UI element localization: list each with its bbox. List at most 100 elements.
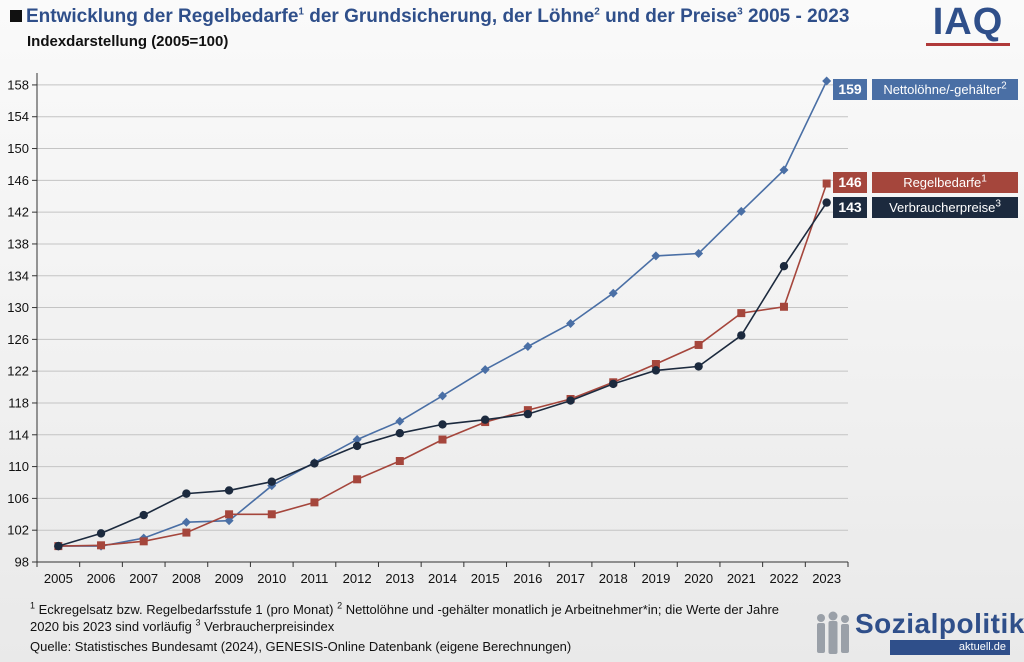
x-tick-label: 2015 bbox=[471, 571, 500, 586]
x-tick-label: 2014 bbox=[428, 571, 457, 586]
y-tick-label: 98 bbox=[15, 555, 29, 570]
data-point bbox=[480, 415, 490, 424]
y-tick-label: 118 bbox=[8, 395, 29, 410]
data-point bbox=[651, 360, 660, 369]
data-point bbox=[608, 288, 618, 298]
data-point bbox=[182, 489, 191, 498]
y-tick-label: 114 bbox=[8, 427, 29, 442]
data-point bbox=[737, 331, 746, 340]
people-figures-icon bbox=[817, 611, 849, 654]
x-tick-label: 2007 bbox=[129, 571, 158, 586]
data-point bbox=[438, 435, 447, 444]
x-tick-label: 2005 bbox=[44, 571, 73, 586]
data-point bbox=[566, 396, 575, 405]
x-tick-label: 2017 bbox=[556, 571, 585, 586]
data-point bbox=[181, 517, 191, 527]
chart-subtitle: Indexdarstellung (2005=100) bbox=[27, 33, 229, 50]
y-tick-label: 158 bbox=[7, 77, 29, 92]
data-point bbox=[182, 528, 191, 537]
data-point bbox=[395, 416, 405, 426]
data-point bbox=[139, 537, 148, 546]
x-tick-label: 2011 bbox=[300, 571, 328, 586]
series-line bbox=[58, 80, 828, 547]
data-point bbox=[566, 318, 576, 328]
y-tick-label: 138 bbox=[7, 236, 29, 251]
series-name-label: Nettolöhne/-gehälter2 bbox=[872, 79, 1018, 100]
series-name-label: Regelbedarfe1 bbox=[872, 172, 1018, 193]
series-name-label: Verbraucherpreise3 bbox=[872, 197, 1018, 218]
data-point bbox=[96, 529, 106, 538]
y-tick-label: 134 bbox=[7, 268, 29, 283]
data-point bbox=[438, 391, 447, 401]
y-tick-label: 150 bbox=[7, 141, 29, 156]
series-line bbox=[58, 183, 828, 547]
data-point bbox=[352, 441, 362, 451]
x-tick-label: 2006 bbox=[87, 571, 116, 586]
y-tick-label: 102 bbox=[7, 523, 29, 538]
data-point bbox=[737, 309, 746, 318]
y-tick-label: 110 bbox=[8, 459, 29, 474]
end-value-label: 146 bbox=[833, 172, 867, 193]
data-point bbox=[480, 365, 490, 375]
data-point bbox=[224, 486, 234, 495]
data-point bbox=[779, 262, 789, 271]
x-tick-label: 2009 bbox=[215, 571, 244, 586]
data-point bbox=[310, 498, 319, 507]
x-tick-label: 2016 bbox=[513, 571, 542, 586]
x-tick-label: 2020 bbox=[684, 571, 713, 586]
data-point bbox=[395, 457, 404, 466]
data-point bbox=[310, 459, 319, 468]
x-tick-label: 2013 bbox=[385, 571, 414, 586]
iaq-logo: IAQ bbox=[922, 2, 1014, 48]
data-point bbox=[736, 206, 746, 216]
line-chart: 98 102 106 110 114 118 122 126 130 134 138 142 146 15… bbox=[7, 73, 849, 586]
x-tick-label: 2008 bbox=[172, 571, 201, 586]
data-point bbox=[97, 541, 106, 550]
x-tick-label: 2018 bbox=[599, 571, 628, 586]
data-point bbox=[352, 435, 362, 445]
y-tick-label: 126 bbox=[7, 332, 29, 347]
data-point bbox=[694, 340, 703, 349]
x-tick-label: 2010 bbox=[257, 571, 286, 586]
x-tick-label: 2023 bbox=[812, 571, 841, 586]
data-point bbox=[609, 379, 618, 389]
sozialpolitik-aktuell-logo: Sozialpolitik- aktuell.de bbox=[813, 606, 1024, 658]
x-tick-label: 2021 bbox=[727, 571, 756, 586]
data-point bbox=[694, 362, 703, 371]
source-note: Quelle: Statistisches Bundesamt (2024), … bbox=[30, 639, 572, 654]
chart-title: Entwicklung der Regelbedarfe1 der Grunds… bbox=[10, 6, 849, 28]
data-point bbox=[779, 302, 788, 311]
x-tick-label: 2022 bbox=[770, 571, 799, 586]
y-tick-label: 142 bbox=[7, 205, 29, 220]
footnote-definitions: 1 Eckregelsatz bzw. Regelbedarfsstufe 1 … bbox=[30, 600, 780, 634]
series-line bbox=[58, 202, 828, 547]
data-point bbox=[822, 198, 831, 207]
data-point bbox=[651, 366, 661, 375]
end-value-label: 159 bbox=[833, 79, 867, 100]
data-point bbox=[822, 179, 831, 188]
data-point bbox=[267, 477, 276, 486]
y-tick-label: 154 bbox=[7, 109, 29, 124]
data-point bbox=[651, 251, 661, 261]
x-tick-label: 2012 bbox=[343, 571, 372, 586]
x-tick-label: 2019 bbox=[641, 571, 670, 586]
data-point bbox=[353, 475, 362, 484]
data-point bbox=[54, 541, 63, 551]
end-value-label: 143 bbox=[833, 197, 867, 218]
data-point bbox=[779, 165, 789, 175]
data-point bbox=[395, 428, 405, 438]
data-point bbox=[225, 510, 234, 519]
data-point bbox=[438, 420, 447, 429]
y-tick-label: 146 bbox=[7, 173, 29, 188]
y-tick-label: 122 bbox=[7, 364, 29, 379]
data-point bbox=[224, 516, 234, 526]
data-point bbox=[822, 76, 832, 86]
data-point bbox=[267, 510, 276, 519]
data-point bbox=[523, 409, 533, 419]
y-tick-label: 106 bbox=[7, 491, 29, 506]
data-point bbox=[694, 248, 704, 258]
y-tick-label: 130 bbox=[7, 300, 29, 315]
footnotes: 1 Eckregelsatz bzw. Regelbedarfsstufe 1 … bbox=[30, 601, 800, 655]
title-square-icon bbox=[10, 10, 22, 22]
data-point bbox=[523, 342, 533, 352]
